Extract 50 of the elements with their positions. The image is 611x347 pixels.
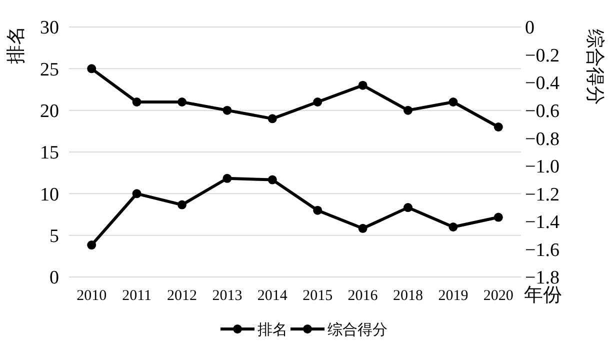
point — [87, 240, 96, 250]
x-tick-label: 2015 — [302, 288, 333, 304]
x-tick-label: 2011 — [122, 288, 152, 304]
point — [404, 106, 412, 115]
y-tick-label: 25 — [40, 59, 59, 80]
y2-tick-label: −0.6 — [525, 100, 560, 122]
point — [448, 98, 458, 106]
legend-label: 综合得分 — [328, 321, 388, 338]
point — [358, 80, 368, 90]
x-tick-label: 2016 — [348, 288, 378, 304]
y-tick-label: 20 — [40, 100, 59, 122]
y2-tick-label: −0.2 — [525, 45, 560, 66]
point — [87, 64, 96, 74]
y2-tick-label: −1.6 — [525, 240, 560, 261]
y-tick-label: 10 — [40, 184, 59, 206]
y-tick-label: 0 — [50, 268, 59, 289]
point — [313, 98, 322, 106]
y-tick-label: 30 — [40, 18, 59, 39]
x-tick-label: 2019 — [438, 288, 468, 304]
y-axis-title: 排名 — [6, 26, 27, 64]
point — [268, 114, 277, 124]
point — [404, 203, 412, 212]
legend-label: 排名 — [258, 321, 288, 338]
x-tick-label: 2013 — [212, 288, 242, 304]
point — [178, 200, 186, 210]
y2-tick-label: −1.2 — [525, 184, 560, 206]
x-tick-label: 2020 — [483, 288, 514, 304]
point — [268, 175, 277, 184]
point — [313, 206, 322, 215]
y-tick-label: 15 — [40, 142, 59, 164]
y2-axis-title: 综合得分 — [584, 29, 605, 105]
x-tick-label: 2014 — [257, 288, 288, 304]
point — [448, 222, 458, 232]
point — [178, 98, 186, 106]
y2-tick-label: 0 — [525, 18, 534, 39]
point — [494, 122, 503, 132]
point — [358, 224, 368, 233]
x-tick-label: 2018 — [393, 288, 423, 304]
x-tick-label: 2012 — [167, 288, 197, 304]
point — [132, 189, 142, 198]
y2-tick-label: −0.4 — [525, 73, 560, 94]
point — [222, 106, 232, 115]
y-tick-label: 5 — [50, 226, 59, 247]
y2-tick-label: −0.8 — [525, 128, 560, 150]
y2-tick-label: −1.0 — [525, 156, 560, 178]
x-tick-label: 2010 — [76, 288, 107, 304]
point — [494, 212, 503, 222]
point — [222, 174, 232, 183]
point — [132, 98, 142, 106]
y2-tick-label: −1.4 — [525, 212, 560, 234]
